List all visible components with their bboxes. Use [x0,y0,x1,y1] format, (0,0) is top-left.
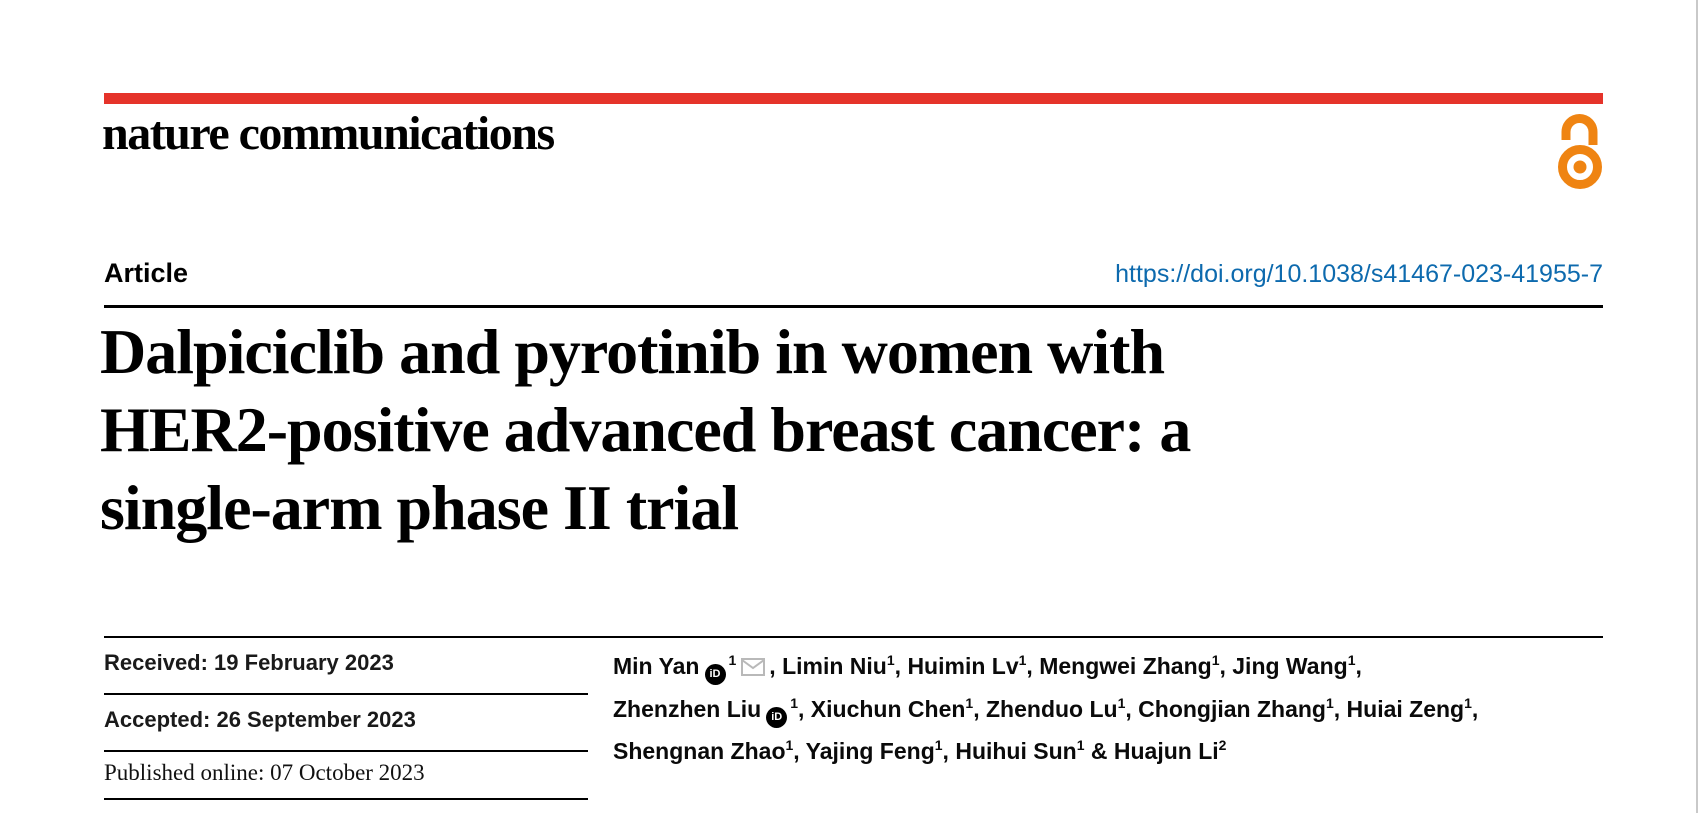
page-edge [1696,0,1698,813]
article-title: Dalpiciclib and pyrotinib in women with … [100,313,1620,547]
article-title-line: Dalpiciclib and pyrotinib in women with [100,316,1165,387]
author-affiliation-superscript: 1 [1018,652,1027,668]
author-name: Huajun Li [1113,738,1219,764]
author-affiliation-superscript: 1 [1347,652,1356,668]
article-header-row: Article https://doi.org/10.1038/s41467-0… [104,258,1603,289]
published-date: Published online: 07 October 2023 [104,752,588,800]
author-name: Huiai Zeng [1346,695,1465,722]
author-name: Jing Wang [1232,653,1348,679]
author-affiliation-superscript: 1 [965,694,974,711]
author-separator: , [1355,653,1362,679]
author-affiliation-superscript: 1 [886,652,895,668]
author-line: Shengnan Zhao1, Yajing Feng1, Huihui Sun… [613,732,1623,775]
masthead-rule [104,93,1603,104]
article-title-line: HER2-positive advanced breast cancer: a [100,394,1191,465]
author-line: Zhenzhen Liu iD1, Xiuchun Chen1, Zhenduo … [613,690,1623,733]
author-affiliation-superscript: 1 [1211,652,1220,668]
author-separator: , [1125,695,1139,722]
author-affiliation-superscript: 1 [728,652,737,668]
author-affiliation-superscript: 1 [790,694,799,711]
author-name: Zhenduo Lu [986,695,1118,722]
dates-block: Received: 19 February 2023 Accepted: 26 … [104,638,588,800]
author-affiliation-superscript: 1 [934,737,943,753]
author-name: Mengwei Zhang [1039,653,1212,679]
author-name: Limin Niu [782,653,887,679]
orcid-icon[interactable]: iD [704,664,726,685]
open-access-icon [1554,111,1604,190]
author-affiliation-superscript: 1 [1325,694,1334,711]
author-line: Min Yan iD1, Limin Niu1, Huimin Lv1, Meng… [613,647,1623,690]
orcid-icon[interactable]: iD [766,706,788,728]
article-title-line: single-arm phase II trial [100,472,739,543]
author-name: Shengnan Zhao [613,738,786,764]
author-name: Huihui Sun [955,738,1077,764]
author-affiliation-superscript: 1 [1117,694,1126,711]
author-name: Huimin Lv [907,653,1019,679]
author-separator: , [942,738,956,764]
author-separator: , [769,653,783,679]
author-list: Min Yan iD1, Limin Niu1, Huimin Lv1, Meng… [613,647,1623,775]
author-separator: , [894,653,908,679]
author-name: Xiuchun Chen [810,695,966,722]
author-separator: , [1026,653,1040,679]
author-separator: , [1219,653,1233,679]
author-name: Yajing Feng [805,738,935,764]
author-separator: , [793,738,806,764]
journal-logo: nature communications [102,107,555,160]
author-name: Min Yan [613,653,700,679]
dates-top-rule [104,636,1603,638]
author-affiliation-superscript: 1 [785,737,794,753]
author-name: Chongjian Zhang [1138,695,1326,722]
author-separator: , [798,695,811,722]
author-name: Zhenzhen Liu [613,695,762,722]
author-affiliation-superscript: 2 [1218,737,1227,753]
author-separator: & [1084,738,1114,764]
email-icon[interactable] [741,658,766,676]
received-date: Received: 19 February 2023 [104,638,588,695]
author-separator: , [1333,695,1347,722]
header-divider [104,305,1603,308]
author-affiliation-superscript: 1 [1464,694,1472,711]
author-separator: , [973,695,986,722]
article-type-label: Article [104,258,189,288]
author-separator: , [1471,695,1479,722]
author-affiliation-superscript: 1 [1076,737,1085,753]
doi-link[interactable]: https://doi.org/10.1038/s41467-023-41955… [1115,260,1603,288]
accepted-date: Accepted: 26 September 2023 [104,695,588,752]
